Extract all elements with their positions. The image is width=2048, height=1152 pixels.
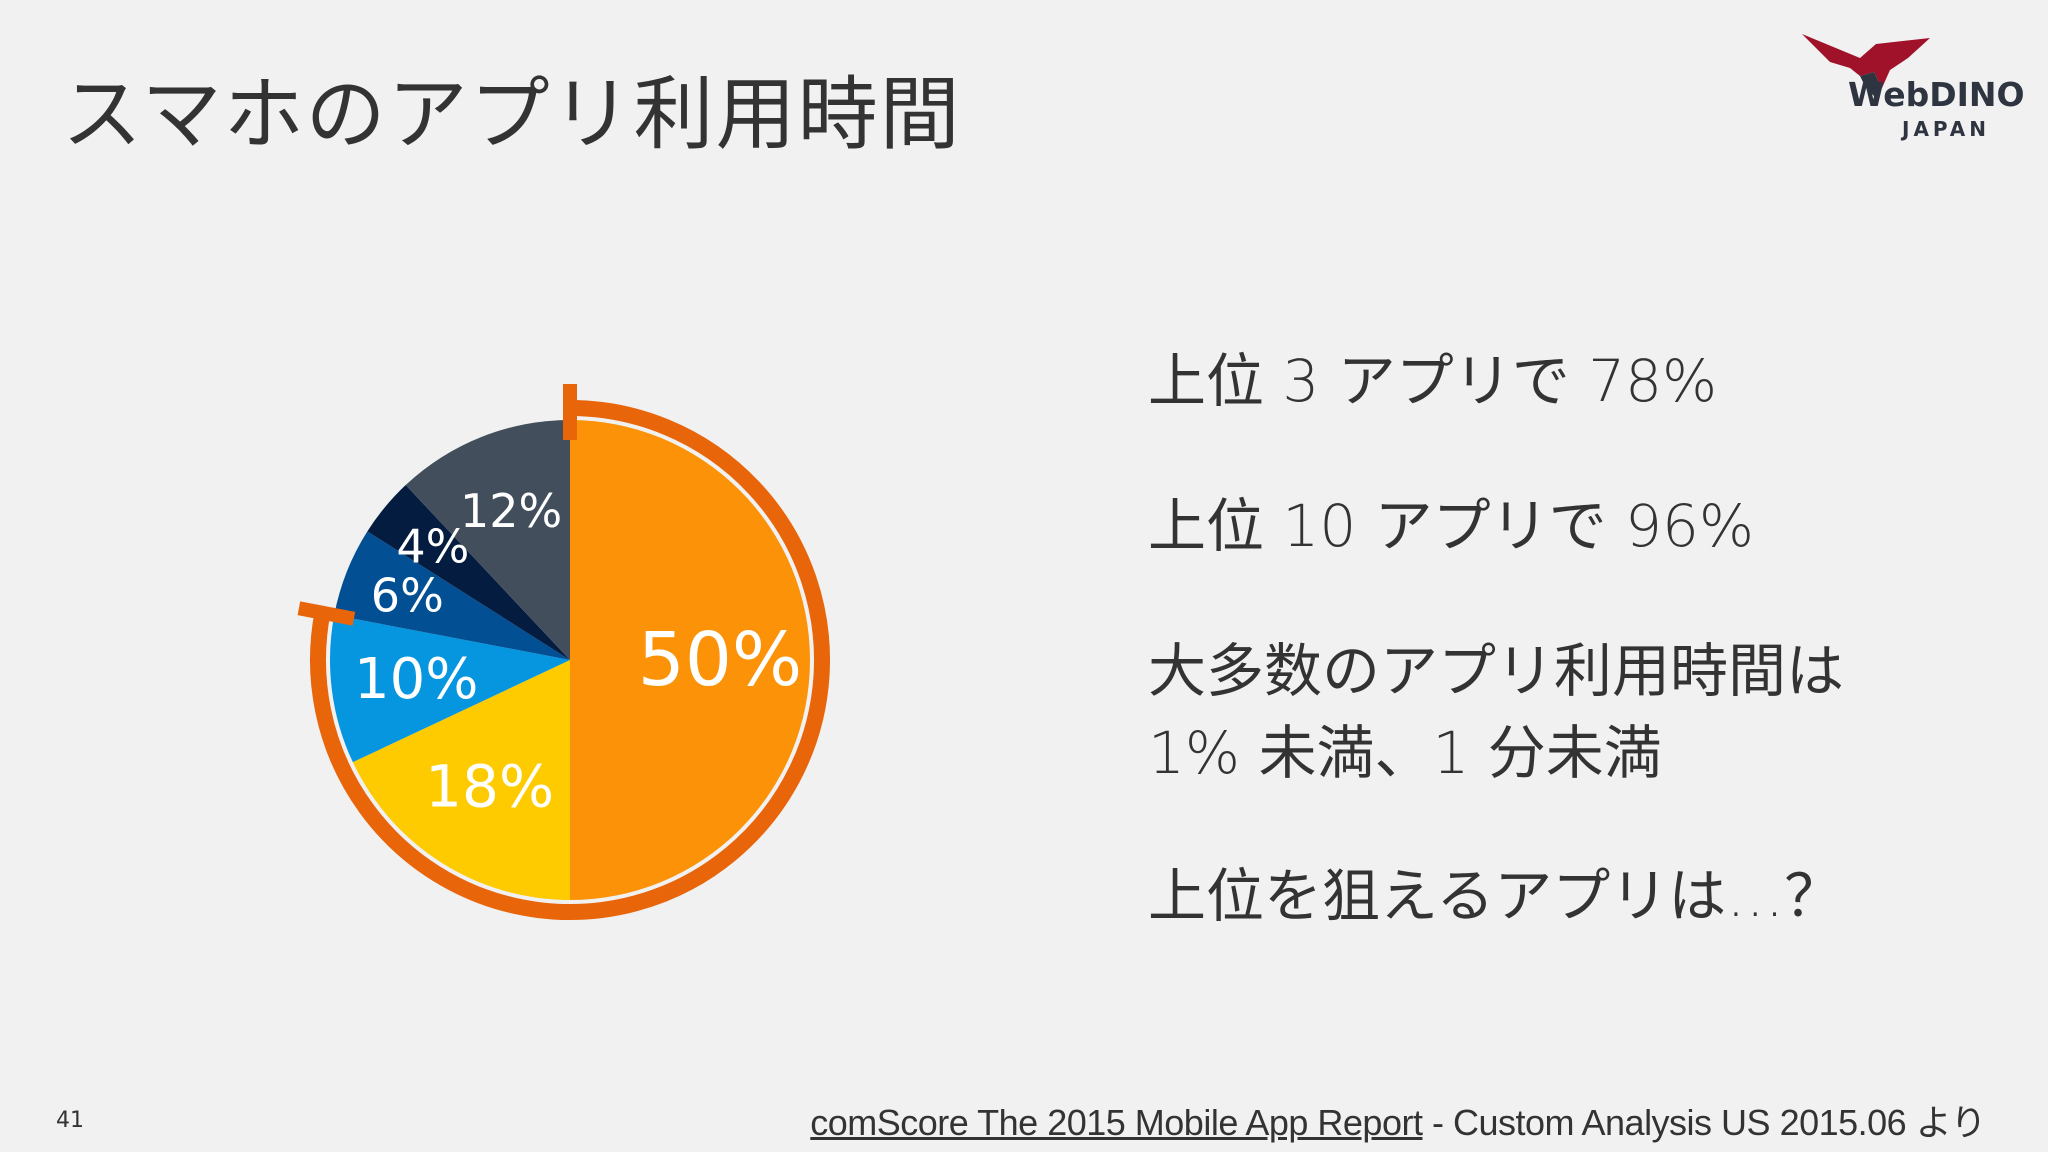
bullet-majority-line1: 大多数のアプリ利用時間は	[1148, 637, 1845, 705]
top3-highlight-arc	[310, 400, 830, 920]
dinosaur-logo-icon: WebDINO JAPAN	[1802, 34, 2025, 141]
pie-slice-18pct	[352, 660, 570, 900]
pie-label-4pct: 4%	[396, 520, 469, 574]
pie-chart-svg: 50% 18% 10% 6%4%12%	[297, 384, 830, 920]
source-detail: - Custom Analysis US 2015.06 より	[1422, 1102, 1987, 1143]
bullet-top3: 上位 3 アプリで 78%	[1148, 347, 1718, 415]
logo-dino-dark-shape	[1860, 72, 1882, 98]
highlight-end-tick	[297, 601, 356, 626]
slide-title: スマホのアプリ利用時間	[62, 68, 962, 161]
pie-label-10pct: 10%	[354, 647, 478, 712]
pie-slice-10pct	[329, 615, 570, 763]
pie-label-18pct: 18%	[425, 753, 554, 821]
bullet-question: 上位を狙えるアプリは…？	[1148, 862, 1843, 930]
source-link[interactable]: comScore The 2015 Mobile App Report	[810, 1102, 1423, 1143]
webdino-logo: WebDINO JAPAN	[1790, 28, 2030, 148]
app-usage-pie-chart: 50% 18% 10% 6% 4% 12%	[200, 290, 940, 1010]
pie-slice-12pct	[405, 420, 570, 660]
logo-wordmark: WebDINO	[1848, 75, 2025, 114]
pie-slice-6pct	[334, 531, 570, 660]
pie-label-6pct: 6%	[371, 569, 444, 623]
pie-slice-50pct	[570, 420, 810, 900]
source-citation: comScore The 2015 Mobile App Report - Cu…	[810, 1094, 1986, 1146]
pie-label-50pct: 50%	[638, 617, 802, 703]
pie-slice-4pct	[367, 485, 570, 660]
bullet-majority-line2: 1% 未満、1 分未満	[1148, 719, 1662, 787]
page-number: 41	[56, 1108, 84, 1133]
logo-dino-red-shape	[1802, 34, 1930, 88]
bullet-top10: 上位 10 アプリで 96%	[1148, 492, 1755, 560]
logo-sub-wordmark: JAPAN	[1900, 117, 1990, 141]
pie-label-12pct: 12%	[460, 484, 562, 538]
